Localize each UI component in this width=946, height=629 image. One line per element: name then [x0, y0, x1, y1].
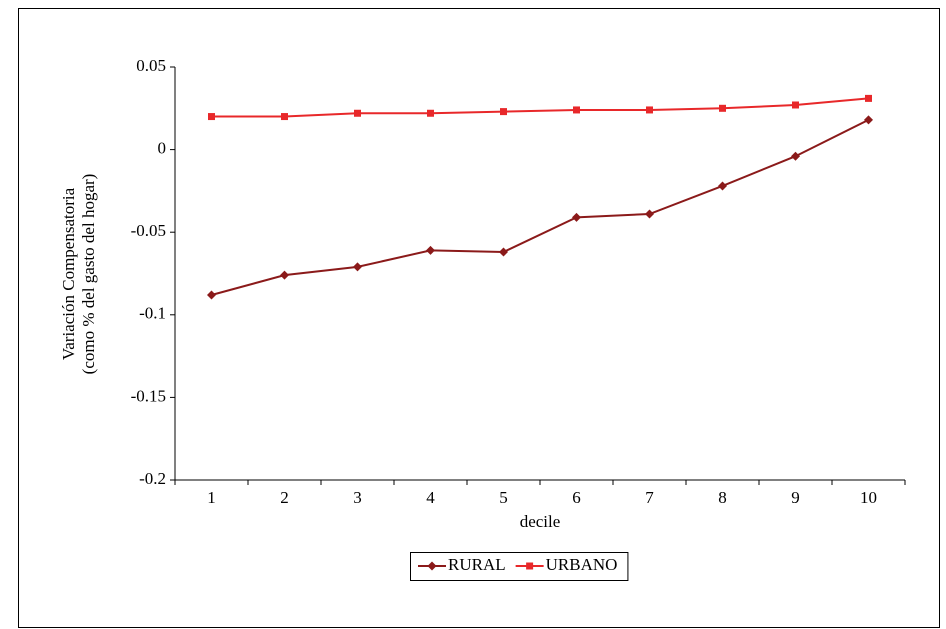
marker — [281, 113, 288, 121]
marker — [280, 270, 289, 280]
y-axis-title: Variación Compensatoria (como % del gast… — [59, 174, 98, 375]
legend: RURAL URBANO — [410, 552, 629, 581]
x-tick-label: 7 — [645, 488, 654, 507]
x-tick-label: 4 — [426, 488, 435, 507]
marker — [718, 181, 727, 191]
x-axis-title: decile — [520, 512, 561, 531]
x-tick-label: 1 — [207, 488, 216, 507]
y-axis-title-line: (como % del gasto del hogar) — [79, 174, 98, 375]
series-line — [211, 118, 869, 296]
y-tick-label: -0.1 — [139, 304, 166, 323]
marker — [865, 94, 872, 102]
marker — [427, 109, 434, 117]
x-tick-label: 10 — [860, 488, 877, 507]
x-tick-label: 8 — [718, 488, 727, 507]
legend-label: RURAL — [448, 555, 506, 574]
x-tick-label: 9 — [791, 488, 800, 507]
legend-label: URBANO — [546, 555, 618, 574]
y-tick-label: 0.05 — [136, 56, 166, 75]
marker — [353, 262, 362, 272]
marker — [426, 245, 435, 255]
y-tick-label: 0 — [158, 139, 167, 158]
marker — [791, 151, 800, 161]
marker — [572, 212, 581, 222]
marker — [500, 108, 507, 116]
marker — [864, 115, 873, 125]
marker — [208, 113, 215, 121]
x-tick-label: 5 — [499, 488, 508, 507]
marker — [645, 209, 654, 219]
series-line — [211, 97, 869, 118]
marker — [207, 290, 216, 300]
chart-frame — [18, 8, 940, 628]
x-tick-label: 3 — [353, 488, 362, 507]
marker — [427, 561, 437, 571]
marker — [719, 104, 726, 112]
marker — [792, 101, 799, 109]
marker — [646, 106, 653, 114]
y-tick-label: -0.2 — [139, 469, 166, 488]
y-axis-title-line: Variación Compensatoria — [59, 187, 78, 360]
marker — [526, 562, 534, 570]
y-tick-label: -0.15 — [131, 386, 166, 405]
marker — [573, 106, 580, 114]
marker — [499, 247, 508, 257]
marker — [354, 109, 361, 117]
x-tick-label: 2 — [280, 488, 289, 507]
y-tick-label: -0.05 — [131, 221, 166, 240]
x-tick-label: 6 — [572, 488, 581, 507]
